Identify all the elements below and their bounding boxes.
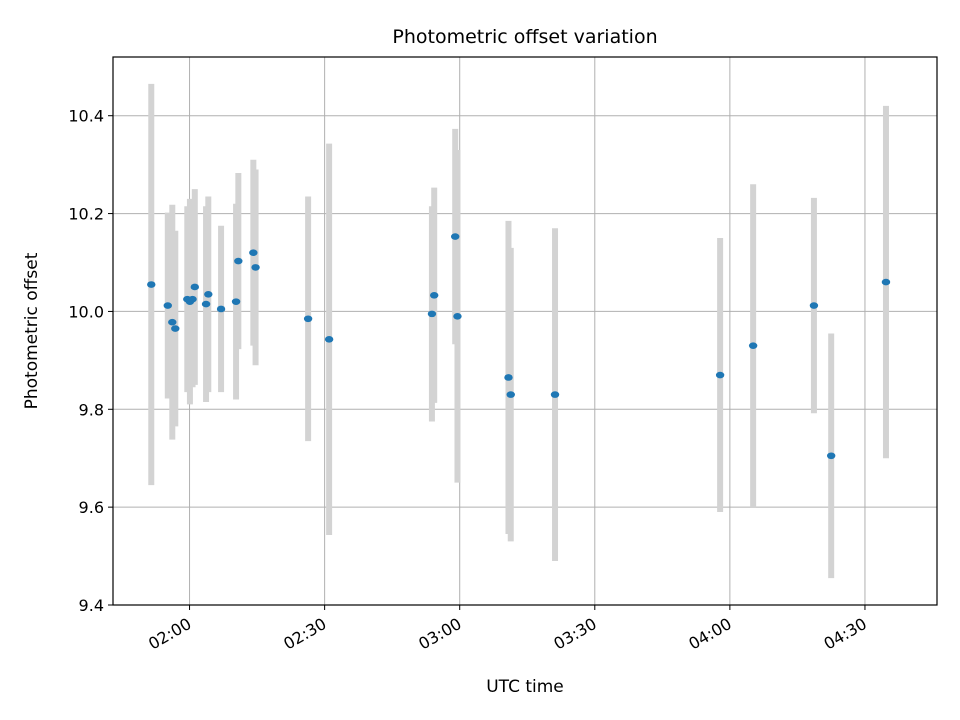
data-point <box>324 336 334 343</box>
data-point <box>453 313 462 320</box>
data-point <box>251 264 260 271</box>
data-point <box>163 302 172 309</box>
data-point <box>234 257 243 265</box>
data-point <box>826 452 836 460</box>
data-point <box>168 318 177 326</box>
data-point <box>504 374 513 381</box>
data-point <box>147 281 156 288</box>
data-point <box>249 249 258 257</box>
y-tick-label: 9.8 <box>79 400 104 419</box>
y-tick-label: 10.2 <box>68 205 104 224</box>
data-point <box>809 302 819 309</box>
grid-layer <box>113 57 937 606</box>
data-point <box>171 325 180 332</box>
data-point <box>506 391 515 398</box>
data-point <box>715 371 725 379</box>
y-tick-label: 10.4 <box>68 107 104 126</box>
chart-title: Photometric offset variation <box>392 26 657 48</box>
data-point <box>216 305 226 313</box>
data-point <box>748 342 758 349</box>
data-point <box>204 291 213 298</box>
y-tick-label: 10.0 <box>68 302 104 321</box>
data-point <box>427 310 437 318</box>
data-point <box>231 298 241 305</box>
data-point <box>201 300 211 308</box>
data-point <box>303 315 313 323</box>
plot-frame <box>112 56 938 606</box>
y-tick-label: 9.4 <box>79 596 104 615</box>
marker-layer <box>147 233 891 460</box>
data-point <box>451 233 460 240</box>
data-point <box>550 391 560 398</box>
y-tick-label: 9.6 <box>79 498 104 517</box>
y-axis-label: Photometric offset <box>22 252 42 409</box>
data-point <box>881 278 891 286</box>
data-point <box>429 291 439 299</box>
data-point <box>190 283 199 291</box>
data-point <box>188 295 197 303</box>
x-axis-label: UTC time <box>486 677 564 697</box>
